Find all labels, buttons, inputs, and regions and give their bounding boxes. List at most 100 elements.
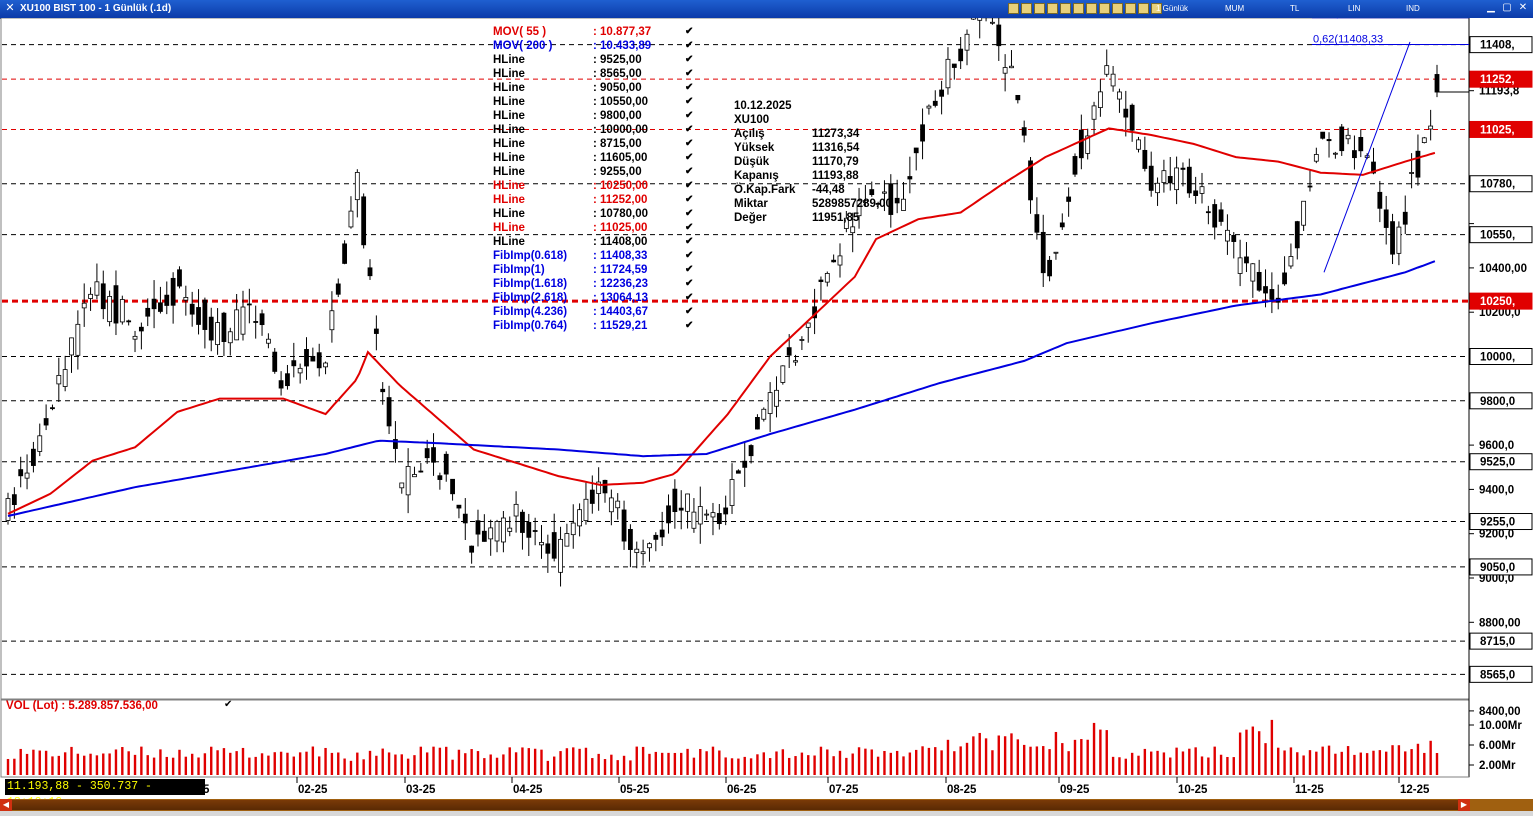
check-icon[interactable]: ✔ [685,180,694,191]
check-icon[interactable]: ✔ [685,40,694,51]
candle-body [793,360,798,363]
check-icon[interactable]: ✔ [685,264,694,275]
check-icon[interactable]: ✔ [685,222,694,233]
volume-bar [940,750,943,775]
toolbar-icons [1008,3,1162,15]
volume-bar [559,751,562,775]
toolbar-icon[interactable] [1047,3,1058,14]
check-icon[interactable]: ✔ [685,124,694,135]
check-icon[interactable]: ✔ [685,138,694,149]
check-icon[interactable]: ✔ [685,110,694,121]
check-icon[interactable]: ✔ [685,54,694,65]
currency-button[interactable]: TL [1290,4,1300,13]
hline-label: 11252, [1480,74,1515,86]
volume-bar [1092,722,1096,775]
check-icon[interactable]: ✔ [685,250,694,261]
volume-bar [1169,757,1172,775]
info-value: 11273,34 [812,128,860,140]
volume-bar [1016,739,1020,775]
candle-body [69,337,74,356]
candle-body [1320,131,1326,139]
check-icon[interactable]: ✔ [685,306,694,317]
check-icon[interactable]: ✔ [685,96,694,107]
volume-bar [673,752,677,775]
check-icon[interactable]: ✔ [685,26,694,37]
volume-bar [572,747,575,775]
candle-body [437,475,443,480]
candle-body [628,528,633,550]
candle-body [1047,259,1052,277]
candle-body [856,200,862,217]
volume-bar [273,752,276,775]
scale-button[interactable]: LIN [1348,4,1361,13]
maximize-icon[interactable]: ▢ [1502,2,1512,13]
volume-bar [267,755,270,775]
candle-body [780,365,786,383]
toolbar-icon[interactable] [1112,3,1123,14]
candle-body [951,63,957,68]
candle-body [367,267,373,277]
candle-body [863,200,868,203]
candle-body [1377,191,1383,209]
volume-bar [102,753,105,775]
candle-body [1155,182,1160,194]
check-icon[interactable]: ✔ [685,82,694,93]
toolbar-icon[interactable] [1073,3,1084,14]
close-window-icon[interactable]: ✕ [1518,2,1528,13]
candle-type-button[interactable]: MUM [1225,4,1245,13]
candle-body [1313,154,1319,162]
toolbar-icon[interactable] [1021,3,1032,14]
volume-bar [699,748,702,775]
close-icon[interactable]: ✕ [5,2,15,14]
toolbar-icon[interactable] [1138,3,1149,14]
info-row: Açılış 11273,34 [734,127,934,141]
check-icon[interactable]: ✔ [685,208,694,219]
price-chart[interactable]: 8400,00 8800,00 9000,0 9200,0 9400,0 9600,0 98… [0,18,1533,799]
candle-body [323,362,328,368]
legend-name: HLine [493,222,525,234]
toolbar-icon[interactable] [1034,3,1045,14]
check-icon[interactable]: ✔ [685,278,694,289]
candle-body [126,320,132,323]
candle-body [1021,127,1027,136]
candle-body [208,316,214,341]
toolbar-icon[interactable] [1099,3,1110,14]
horizontal-scrollbar[interactable]: ◀ ▶ [0,799,1533,811]
toolbar-icon[interactable] [1125,3,1136,14]
toolbar-icon[interactable] [1086,3,1097,14]
check-icon[interactable]: ✔ [685,68,694,79]
candle-body [545,543,551,554]
check-icon[interactable]: ✔ [685,194,694,205]
indicator-button[interactable]: IND [1406,4,1420,13]
x-axis-label: 02-25 [298,784,328,796]
minimize-icon[interactable]: ▁ [1487,2,1495,13]
scroll-track[interactable] [12,800,1470,810]
volume-bar [140,746,143,775]
legend-value: : 11529,21 [593,320,648,332]
volume-bar [533,748,537,775]
check-icon[interactable]: ✔ [685,152,694,163]
toolbar-icon[interactable] [1151,3,1162,14]
candle-body [831,259,837,263]
check-icon[interactable]: ✔ [224,699,233,710]
candle-body [1186,166,1192,194]
candle-body [386,397,392,427]
volume-bar [381,748,384,775]
check-icon[interactable]: ✔ [685,166,694,177]
check-icon[interactable]: ✔ [685,292,694,303]
info-row: Kapanış 11193,88 [734,169,934,183]
toolbar-icon[interactable] [1060,3,1071,14]
scroll-right-icon[interactable]: ▶ [1458,799,1470,811]
volume-bar [813,755,816,775]
volume-bar [464,753,467,775]
period-button[interactable]: 1 Günlük [1156,4,1189,13]
toolbar-icon[interactable] [1008,3,1019,14]
volume-bar [787,757,791,775]
candle-body [259,313,265,326]
candle-body [1231,234,1237,242]
candle-body [1072,156,1078,175]
info-row: Yüksek 11316,54 [734,141,934,155]
scroll-left-icon[interactable]: ◀ [0,799,12,811]
check-icon[interactable]: ✔ [685,236,694,247]
check-icon[interactable]: ✔ [685,320,694,331]
